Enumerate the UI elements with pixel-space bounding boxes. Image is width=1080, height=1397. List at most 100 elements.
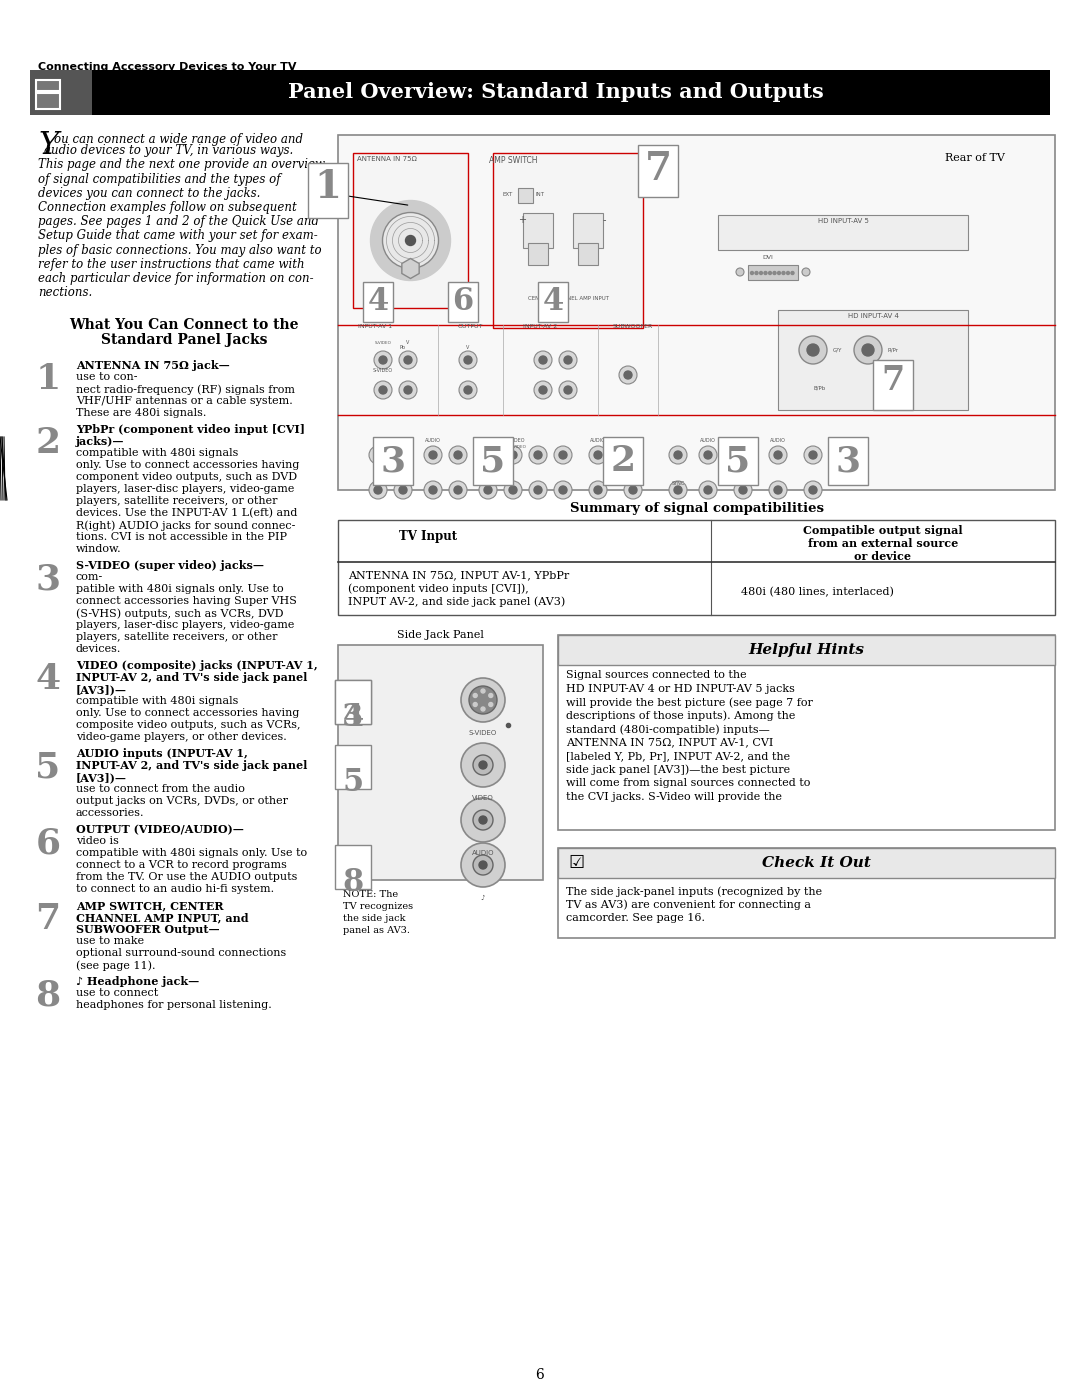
Text: B/Pb: B/Pb (813, 386, 825, 391)
Text: will provide the best picture (see page 7 for: will provide the best picture (see page … (566, 697, 813, 707)
Text: SUBWOOFER: SUBWOOFER (613, 324, 653, 330)
Text: ANTENNA IN 75Ω: ANTENNA IN 75Ω (357, 156, 417, 162)
Circle shape (791, 271, 794, 274)
Circle shape (704, 486, 712, 495)
Text: 6: 6 (453, 286, 473, 317)
Text: headphones for personal listening.: headphones for personal listening. (76, 1000, 272, 1010)
Circle shape (509, 451, 517, 460)
Circle shape (804, 446, 822, 464)
Text: EXT: EXT (503, 193, 513, 197)
Bar (36, 80, 60, 91)
Text: camcorder. See page 16.: camcorder. See page 16. (566, 914, 705, 923)
Bar (473, 437, 513, 485)
Text: 4: 4 (342, 703, 364, 733)
Bar (538, 282, 568, 321)
Text: SYNC: SYNC (672, 481, 685, 486)
Circle shape (739, 486, 747, 495)
Text: AUDIO: AUDIO (426, 439, 441, 443)
Circle shape (589, 446, 607, 464)
Circle shape (807, 344, 819, 356)
Bar (558, 636, 1055, 830)
Circle shape (674, 486, 681, 495)
Circle shape (534, 351, 552, 369)
Circle shape (461, 743, 505, 787)
Text: only. Use to connect accessories having: only. Use to connect accessories having (76, 708, 299, 718)
Circle shape (769, 446, 787, 464)
Circle shape (459, 351, 477, 369)
Bar (335, 745, 372, 789)
Text: Connecting Accessory Devices to Your TV: Connecting Accessory Devices to Your TV (38, 61, 297, 73)
Circle shape (480, 816, 487, 824)
Text: use to con-: use to con- (76, 373, 137, 383)
Text: players, satellite receivers, or other: players, satellite receivers, or other (76, 633, 278, 643)
Circle shape (534, 451, 542, 460)
Circle shape (449, 446, 467, 464)
Circle shape (369, 481, 387, 499)
Circle shape (799, 337, 827, 365)
Circle shape (382, 212, 438, 268)
Text: compatible with 480i signals only. Use to: compatible with 480i signals only. Use t… (76, 848, 307, 858)
Circle shape (534, 381, 552, 400)
Bar (36, 94, 60, 109)
Circle shape (473, 810, 492, 830)
Text: HD INPUT-AV 5: HD INPUT-AV 5 (818, 218, 868, 224)
Bar (448, 282, 478, 321)
Circle shape (399, 351, 417, 369)
Text: 7: 7 (36, 902, 60, 936)
Text: HD INPUT-AV 4: HD INPUT-AV 4 (848, 313, 899, 319)
Text: from the TV. Or use the AUDIO outputs: from the TV. Or use the AUDIO outputs (76, 872, 297, 883)
Circle shape (539, 386, 546, 394)
Text: panel as AV3.: panel as AV3. (343, 926, 410, 935)
Text: AUDIO: AUDIO (472, 849, 495, 856)
Text: CENTER CHANNEL AMP INPUT: CENTER CHANNEL AMP INPUT (527, 296, 608, 300)
Text: only. Use to connect accessories having: only. Use to connect accessories having (76, 461, 299, 471)
Text: of signal compatibilities and the types of: of signal compatibilities and the types … (38, 173, 281, 186)
Text: R(ight) AUDIO jacks for sound connec-: R(ight) AUDIO jacks for sound connec- (76, 521, 295, 531)
Circle shape (374, 381, 392, 400)
Text: INT: INT (536, 193, 545, 197)
Text: jacks)—: jacks)— (76, 436, 124, 447)
Circle shape (399, 451, 407, 460)
Circle shape (481, 707, 485, 711)
Circle shape (554, 446, 572, 464)
Text: window.: window. (76, 545, 122, 555)
Text: AUDIO: AUDIO (700, 439, 716, 443)
Text: devices.: devices. (76, 644, 121, 654)
Text: DVI: DVI (762, 256, 773, 260)
Circle shape (554, 481, 572, 499)
Text: (S-VHS) outputs, such as VCRs, DVD: (S-VHS) outputs, such as VCRs, DVD (76, 609, 283, 619)
Circle shape (461, 842, 505, 887)
Circle shape (769, 481, 787, 499)
Text: optional surround-sound connections: optional surround-sound connections (76, 949, 286, 958)
Circle shape (481, 689, 485, 693)
Bar (603, 437, 643, 485)
Bar (828, 437, 868, 485)
Text: VIDEO: VIDEO (510, 439, 526, 443)
Circle shape (394, 481, 411, 499)
Circle shape (674, 451, 681, 460)
Text: CHANNEL AMP INPUT, and: CHANNEL AMP INPUT, and (76, 912, 248, 923)
Circle shape (394, 446, 411, 464)
Text: [labeled Y, Pb, Pr], INPUT AV-2, and the: [labeled Y, Pb, Pr], INPUT AV-2, and the (566, 752, 791, 761)
Circle shape (564, 386, 572, 394)
Bar (30, 70, 1050, 115)
Circle shape (405, 236, 416, 246)
Text: connect to a VCR to record programs: connect to a VCR to record programs (76, 861, 287, 870)
Circle shape (454, 486, 462, 495)
Bar (338, 520, 1055, 615)
Circle shape (594, 451, 602, 460)
Circle shape (379, 356, 387, 365)
Text: INPUT AV-2, and side jack panel (AV3): INPUT AV-2, and side jack panel (AV3) (348, 597, 565, 606)
Text: Compatible output signal
from an external source
or device: Compatible output signal from an externa… (804, 525, 962, 562)
Text: players, satellite receivers, or other: players, satellite receivers, or other (76, 496, 278, 506)
Circle shape (539, 356, 546, 365)
Circle shape (751, 271, 754, 274)
Text: S-VIDEO: S-VIDEO (469, 731, 497, 736)
Circle shape (480, 861, 487, 869)
Text: ☑: ☑ (568, 854, 584, 872)
Circle shape (473, 855, 492, 875)
Text: compatible with 480i signals: compatible with 480i signals (76, 448, 239, 458)
Text: Summary of signal compatibilities: Summary of signal compatibilities (569, 502, 824, 515)
Circle shape (739, 451, 747, 460)
Circle shape (669, 446, 687, 464)
